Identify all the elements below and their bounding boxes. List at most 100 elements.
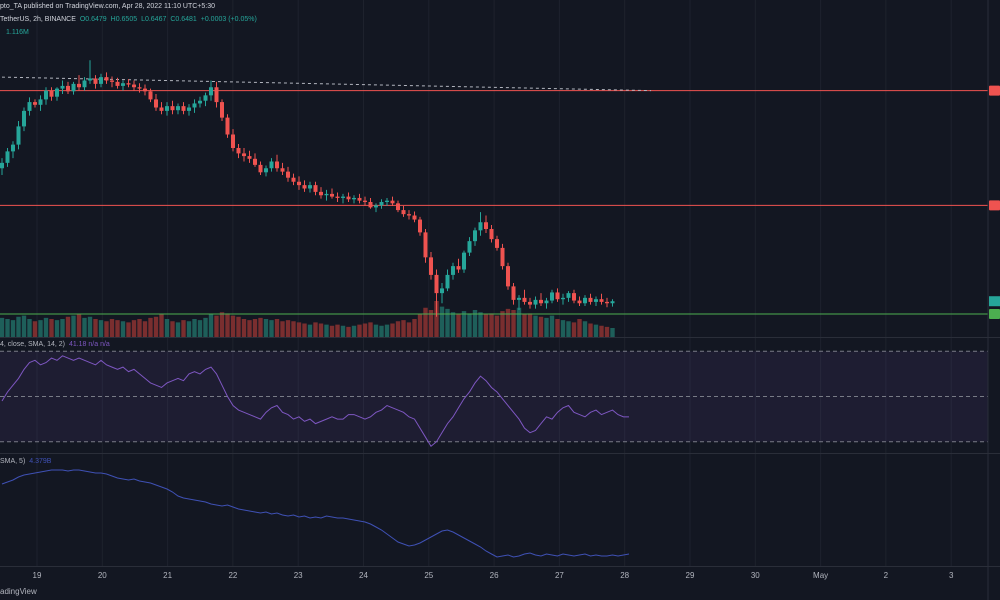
candle-body [209,87,213,96]
volume-bar [252,319,258,337]
candle-body [577,300,582,304]
volume-bar [104,321,109,337]
volume-bar [522,314,527,337]
rsi-legend[interactable]: 4, close, SMA, 14, 2) 41.18 n/a n/a [0,341,112,348]
candle-body [341,196,345,198]
candle-body [170,106,175,111]
volume-bar [16,316,21,337]
volume-bar [346,326,351,337]
volume-bar [302,323,307,337]
x-tick-label: 24 [359,571,368,580]
obv-value: 4.379B [29,458,52,465]
candle-body [126,83,131,85]
volume-bar [544,317,549,337]
pane-divider[interactable] [0,566,1000,567]
candle-body [484,222,488,229]
symbol-legend[interactable]: TetherUS, 2h, BINANCE O0.6479 H0.6505 L0… [0,16,259,23]
volume-bar [131,320,137,337]
candle-body [594,299,598,302]
candle-body [451,266,455,275]
volume-bar [247,320,252,337]
volume-bar [549,315,555,337]
volume-bar [258,317,263,337]
volume-bar [71,315,76,337]
volume-bar [137,319,142,337]
candle-body [198,100,202,104]
volume-bar [208,314,214,337]
volume-legend[interactable]: 1.116M [6,29,29,36]
volume-bar [494,315,500,337]
volume-bar [82,317,87,337]
candle-body [16,126,21,145]
volume-bar [126,322,131,337]
candle-body [346,196,351,200]
x-tick-label: 20 [98,571,107,580]
x-tick-label: 21 [163,571,172,580]
volume-bar [412,319,417,337]
candle-body [258,164,263,173]
volume-bar [384,324,390,337]
candle-body [143,88,147,92]
candle-body [440,288,444,294]
volume-bar [351,325,357,337]
pane-divider[interactable] [0,453,1000,454]
volume-bar [60,319,65,337]
candle-body [99,77,103,84]
candle-body [77,83,81,88]
volume-bar [500,311,505,337]
rsi-line [1,355,629,447]
price-level-tag [989,309,1000,320]
volume-bar [0,317,5,337]
candle-body [429,257,433,275]
candle-body [38,99,43,105]
candle-body [148,91,153,100]
x-tick-label: May [813,571,828,580]
volume-bar [511,310,516,337]
candle-body [214,87,219,103]
volume-bar [164,319,170,337]
candle-body [154,99,158,108]
volume-bar [368,322,373,337]
volume-bar [329,325,335,337]
candle-body [203,95,208,101]
last-price-tag [989,296,1000,307]
candle-body [313,185,318,192]
volume-bar [285,320,291,337]
candle-body [121,83,125,86]
candle-body [181,106,186,111]
price-level-tag [989,85,1000,96]
volume-bar [203,317,208,337]
price-level-tag [989,200,1000,211]
volume-bar [219,312,225,337]
tradingview-brand[interactable]: adingView [0,587,37,596]
volume-bar [307,324,313,337]
pane-divider[interactable] [0,337,1000,338]
candle-body [561,297,565,300]
candle-body [550,292,554,301]
obv-legend[interactable]: SMA, 5) 4.379B [0,458,53,465]
candle-body [390,200,395,204]
volume-bar [604,326,610,337]
volume-bar [280,321,285,337]
candle-body [379,202,384,206]
candle-body [137,87,142,89]
volume-bar [582,321,588,337]
volume-bar [230,315,236,337]
candle-body [478,222,483,231]
volume-bar [21,315,27,337]
volume-bar [175,322,181,337]
candle-body [495,239,499,248]
candle-body [522,297,527,302]
volume-bar [87,316,93,337]
x-tick-label: 2 [884,571,889,580]
candle-body [22,110,26,127]
volume-bar [456,314,461,337]
volume-bar [192,319,197,337]
x-tick-label: 22 [228,571,237,580]
candle-body [352,197,356,200]
candle-body [599,299,604,302]
volume-bar [434,301,439,337]
volume-bar [318,323,324,337]
volume-bar [115,320,120,337]
